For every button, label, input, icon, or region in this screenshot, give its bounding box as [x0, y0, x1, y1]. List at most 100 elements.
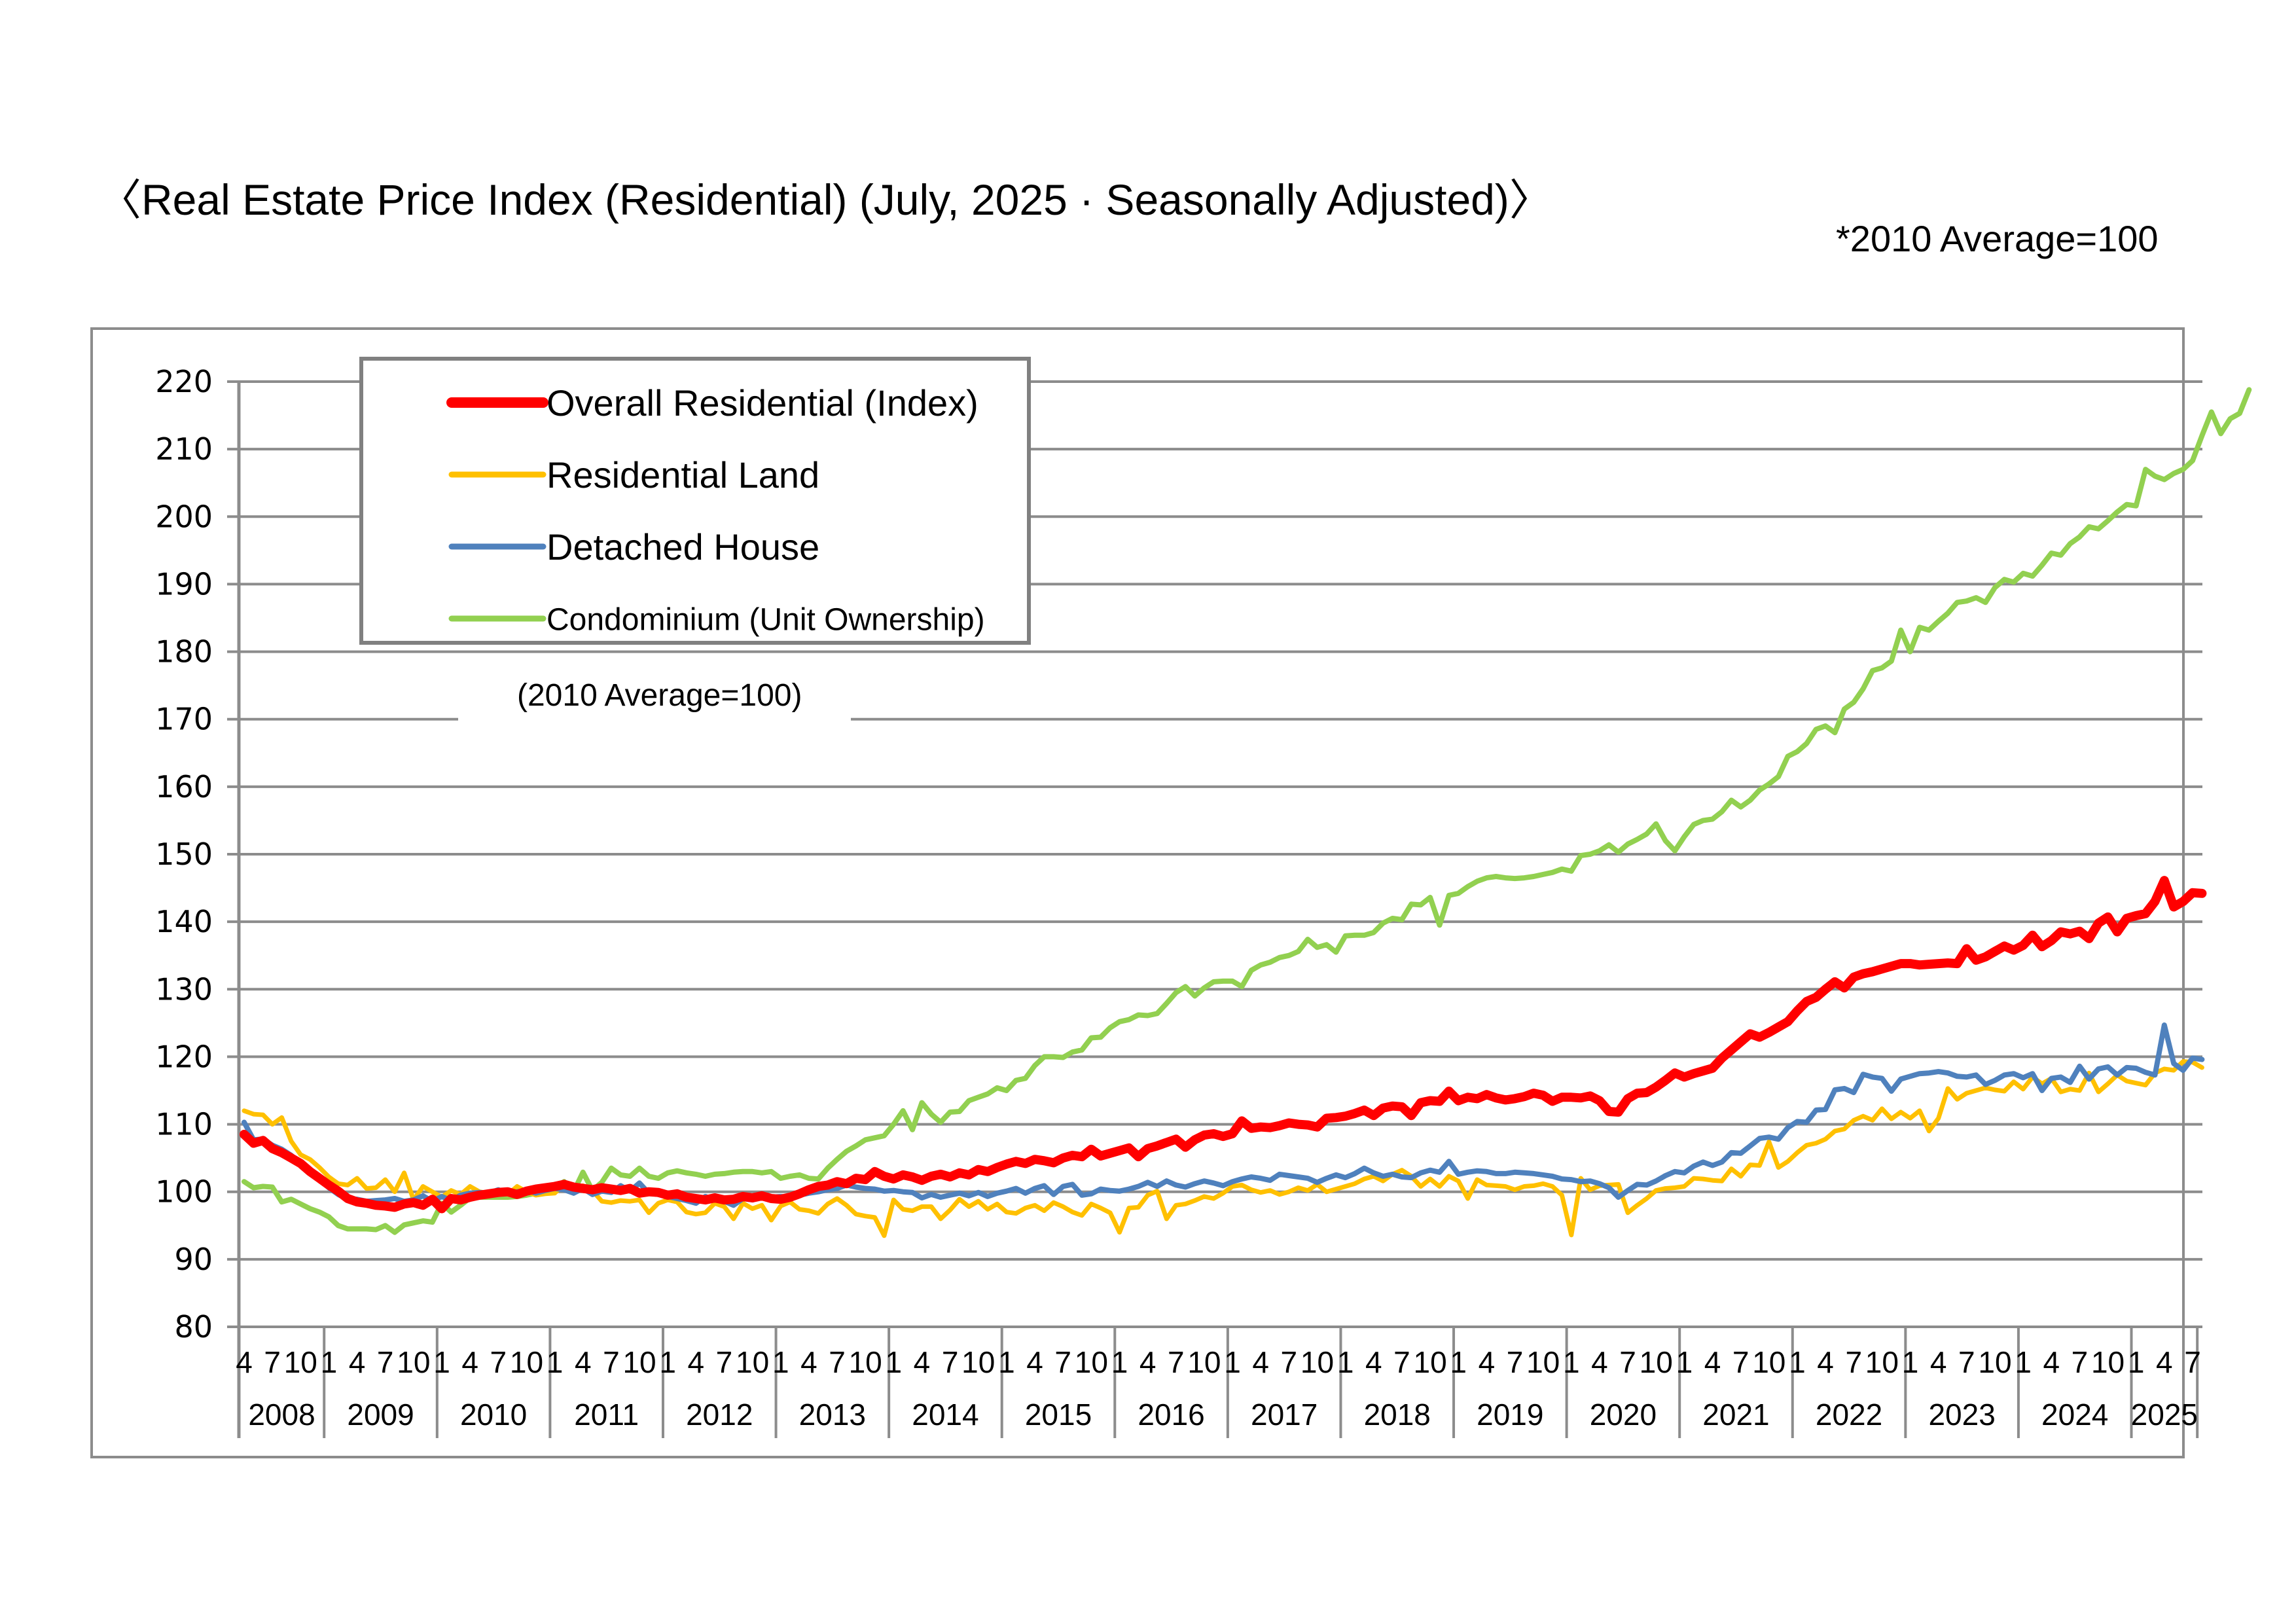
x-year-label: 2016 [1138, 1398, 1204, 1432]
x-year-label: 2014 [912, 1398, 978, 1432]
x-month-label: 4 [800, 1345, 817, 1379]
y-tick-label: 150 [155, 837, 213, 872]
x-month-label: 7 [716, 1345, 733, 1379]
x-year-label: 2008 [248, 1398, 315, 1432]
x-month-label: 10 [1187, 1345, 1221, 1379]
x-month-label: 7 [829, 1345, 846, 1379]
x-month-label: 1 [1902, 1345, 1919, 1379]
legend-label: Detached House [547, 526, 819, 568]
gridlines [227, 380, 2202, 1438]
x-month-label: 7 [1732, 1345, 1749, 1379]
x-month-label: 4 [461, 1345, 478, 1379]
legend: Overall Residential (Index) Residential L… [359, 357, 1031, 645]
y-tick-label: 90 [174, 1242, 213, 1277]
x-year-label: 2023 [1928, 1398, 1995, 1432]
y-tick-label: 120 [155, 1039, 213, 1074]
y-tick-label: 200 [155, 499, 213, 534]
x-month-label: 7 [490, 1345, 507, 1379]
x-month-label: 1 [659, 1345, 676, 1379]
chart-title: 〈Real Estate Price Index (Residential) (… [98, 175, 1552, 224]
legend-label: Residential Land [547, 454, 819, 496]
y-tick-label: 190 [155, 566, 213, 602]
x-month-label: 4 [2156, 1345, 2173, 1379]
x-month-label: 1 [2015, 1345, 2032, 1379]
x-month-label: 1 [547, 1345, 564, 1379]
x-month-label: 1 [321, 1345, 338, 1379]
y-tick-label: 140 [155, 904, 213, 939]
x-month-label: 1 [433, 1345, 450, 1379]
x-month-label: 10 [622, 1345, 656, 1379]
x-month-label: 7 [1507, 1345, 1524, 1379]
x-month-label: 10 [1075, 1345, 1108, 1379]
x-month-label: 4 [1252, 1345, 1269, 1379]
x-month-label: 10 [1300, 1345, 1334, 1379]
x-month-label: 7 [1168, 1345, 1185, 1379]
x-month-label: 1 [1337, 1345, 1354, 1379]
base-annotation: (2010 Average=100) [517, 678, 802, 713]
x-month-label: 4 [1930, 1345, 1947, 1379]
y-tick-label: 170 [155, 702, 213, 737]
x-month-label: 4 [349, 1345, 366, 1379]
x-month-label: 4 [1591, 1345, 1608, 1379]
y-tick-label: 180 [155, 634, 213, 670]
x-month-label: 7 [1958, 1345, 1975, 1379]
x-year-label: 2010 [460, 1398, 527, 1432]
x-month-label: 7 [264, 1345, 281, 1379]
x-year-label: 2025 [2131, 1398, 2198, 1432]
y-tick-label: 80 [174, 1309, 213, 1344]
x-month-label: 4 [2043, 1345, 2060, 1379]
x-month-label: 4 [1026, 1345, 1043, 1379]
x-month-label: 7 [1619, 1345, 1636, 1379]
x-month-label: 7 [1054, 1345, 1071, 1379]
x-month-label: 7 [603, 1345, 620, 1379]
x-month-label: 10 [1640, 1345, 1673, 1379]
series-lines [240, 387, 2252, 1238]
chart-frame [90, 327, 2185, 1458]
x-month-label: 10 [961, 1345, 995, 1379]
legend-label: Overall Residential (Index) [547, 382, 978, 424]
x-month-label: 1 [998, 1345, 1015, 1379]
x-month-label: 1 [1111, 1345, 1128, 1379]
y-axis-ticks: 80 90 100 110 120 130 140 150 160 170 180 190 200 210… [155, 364, 213, 1344]
series-line-detached-house [242, 1022, 2205, 1208]
x-month-label: 7 [2072, 1345, 2089, 1379]
x-month-label: 7 [1845, 1345, 1862, 1379]
x-year-label: 2011 [574, 1398, 639, 1432]
x-month-label: 7 [1281, 1345, 1298, 1379]
x-month-label: 4 [1704, 1345, 1721, 1379]
x-year-label: 2017 [1251, 1398, 1318, 1432]
x-month-label: 10 [284, 1345, 317, 1379]
x-month-label: 10 [1526, 1345, 1560, 1379]
x-month-label: 4 [1817, 1345, 1834, 1379]
x-month-label: 10 [510, 1345, 543, 1379]
x-month-label: 1 [1789, 1345, 1806, 1379]
x-month-label: 7 [377, 1345, 394, 1379]
x-month-label: 4 [575, 1345, 592, 1379]
x-year-label: 2024 [2041, 1398, 2108, 1432]
x-month-label: 4 [688, 1345, 705, 1379]
x-year-label: 2015 [1025, 1398, 1092, 1432]
x-month-label: 1 [1450, 1345, 1467, 1379]
base-note: *2010 Average=100 [1836, 218, 2159, 259]
x-month-label: 10 [1865, 1345, 1899, 1379]
x-year-label: 2021 [1702, 1398, 1769, 1432]
x-month-label: 10 [1413, 1345, 1446, 1379]
x-year-label: 2009 [347, 1398, 414, 1432]
x-year-label: 2013 [799, 1398, 866, 1432]
x-year-label: 2018 [1364, 1398, 1431, 1432]
y-tick-label: 110 [155, 1107, 213, 1142]
x-month-label: 10 [2091, 1345, 2125, 1379]
y-tick-label: 130 [155, 971, 213, 1007]
x-month-label: 7 [942, 1345, 959, 1379]
x-month-label: 4 [914, 1345, 931, 1379]
y-tick-label: 100 [155, 1174, 213, 1210]
x-month-label: 4 [236, 1345, 253, 1379]
legend-label: Condominium (Unit Ownership) [547, 602, 985, 637]
x-month-label: 1 [772, 1345, 789, 1379]
x-year-label: 2012 [686, 1398, 753, 1432]
x-month-label: 4 [1139, 1345, 1157, 1379]
x-month-label: 4 [1365, 1345, 1382, 1379]
y-tick-label: 160 [155, 769, 213, 804]
x-month-label: 1 [1563, 1345, 1580, 1379]
